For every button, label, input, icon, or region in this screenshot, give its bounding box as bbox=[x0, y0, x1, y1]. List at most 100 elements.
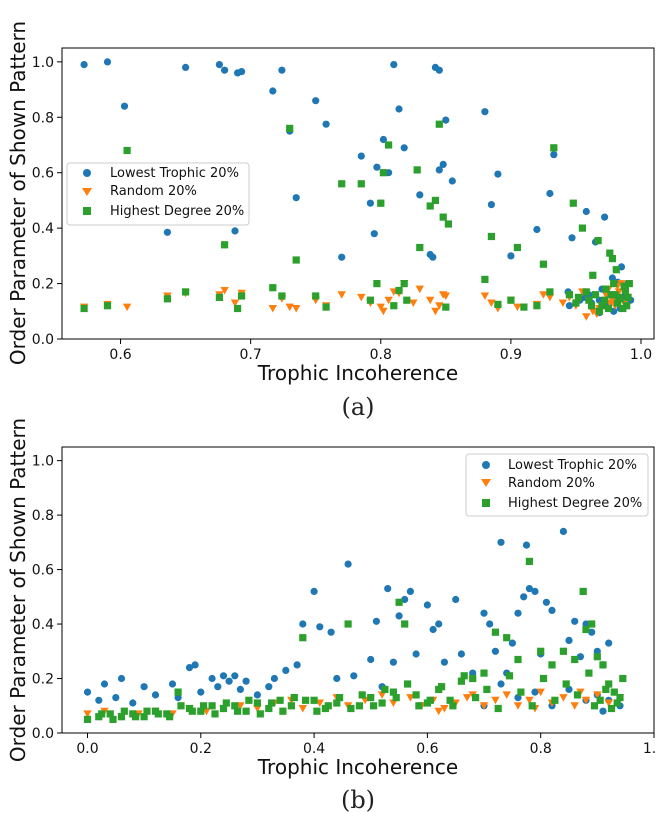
data-point-square-b bbox=[83, 715, 92, 723]
data-point-circle-b bbox=[231, 672, 239, 680]
data-point-circle-a bbox=[373, 163, 381, 171]
x-tick-label: 0.8 bbox=[370, 347, 392, 363]
y-tick-label: 0.0 bbox=[32, 726, 54, 742]
data-point-circle-a bbox=[442, 116, 450, 124]
data-point-circle-b bbox=[440, 658, 448, 666]
data-point-square-b bbox=[188, 707, 196, 715]
data-point-triangle-down-a bbox=[292, 305, 301, 313]
data-point-square-a bbox=[604, 304, 613, 313]
data-point-circle-a bbox=[120, 102, 129, 110]
data-point-circle-b bbox=[350, 672, 358, 680]
data-point-triangle-down-a bbox=[268, 305, 277, 313]
data-point-square-a bbox=[377, 199, 385, 207]
data-point-square-a bbox=[587, 302, 596, 310]
data-point-circle-a bbox=[533, 225, 541, 234]
data-point-square-b bbox=[505, 672, 514, 680]
data-point-circle-b bbox=[333, 674, 341, 683]
data-point-circle-a bbox=[487, 201, 495, 209]
data-point-square-b bbox=[613, 699, 621, 707]
data-point-circle-b bbox=[191, 661, 199, 669]
data-point-triangle-down-a bbox=[431, 307, 440, 316]
data-point-triangle-down-b bbox=[462, 694, 472, 702]
data-point-square-b bbox=[211, 710, 219, 718]
data-point-triangle-down-a bbox=[435, 302, 444, 310]
data-point-circle-b bbox=[140, 683, 148, 691]
data-point-circle-a bbox=[494, 170, 502, 178]
data-point-circle-a bbox=[370, 230, 378, 238]
data-point-triangle-down-a bbox=[614, 288, 624, 296]
data-point-triangle-down-b bbox=[570, 702, 579, 710]
data-point-circle-a bbox=[507, 252, 515, 260]
y-tick-label: 1.0 bbox=[32, 454, 54, 470]
legend-b: Lowest Trophic 20% Random 20% Highest De… bbox=[465, 453, 649, 517]
data-point-circle-b bbox=[605, 639, 613, 647]
data-point-circle-b bbox=[599, 707, 607, 715]
data-point-circle-b bbox=[168, 680, 177, 688]
y-axis-title-b: Order Parameter of Shown Pattern bbox=[6, 418, 30, 762]
data-point-square-a bbox=[620, 282, 628, 290]
data-point-square-a bbox=[221, 241, 229, 249]
data-point-square-a bbox=[520, 303, 528, 311]
data-point-square-b bbox=[610, 688, 618, 696]
y-tick-label: 0.4 bbox=[32, 221, 54, 237]
scatter-panel-b: 0.0 0.2 0.4 0.6 0.8 1.0 0.0 0.2 0.4 0.6 0.8 1.0 Low… bbox=[6, 418, 656, 813]
data-point-square-b bbox=[537, 647, 545, 655]
data-point-circle-b bbox=[435, 620, 443, 628]
data-point-square-b bbox=[355, 702, 363, 710]
data-point-circle-b bbox=[389, 658, 397, 666]
data-point-square-b bbox=[333, 699, 341, 707]
data-point-square-a bbox=[612, 266, 620, 274]
data-point-square-b bbox=[573, 691, 582, 699]
data-point-circle-a bbox=[390, 61, 398, 69]
data-point-square-b bbox=[548, 661, 556, 669]
data-point-square-a bbox=[615, 293, 623, 301]
data-point-triangle-down-a bbox=[285, 303, 294, 312]
data-point-square-b bbox=[117, 713, 126, 721]
data-point-square-b bbox=[469, 674, 477, 683]
data-point-square-a bbox=[565, 291, 573, 299]
data-point-square-b bbox=[174, 688, 182, 696]
legend-marker-lowest-a bbox=[83, 169, 91, 177]
data-point-square-a bbox=[572, 299, 580, 307]
data-point-circle-a bbox=[435, 166, 443, 174]
data-point-square-a bbox=[602, 285, 610, 293]
data-point-square-a bbox=[595, 307, 603, 315]
data-point-square-a bbox=[546, 288, 554, 296]
data-point-square-b bbox=[517, 688, 525, 696]
data-point-square-b bbox=[265, 704, 273, 713]
data-point-square-b bbox=[472, 694, 480, 702]
plot-frame-a bbox=[61, 47, 655, 340]
x-tick-label: 0.8 bbox=[530, 741, 552, 757]
data-point-square-b bbox=[231, 702, 239, 710]
data-point-square-a bbox=[585, 296, 593, 304]
data-point-triangle-down-a bbox=[409, 299, 418, 307]
data-point-circle-b bbox=[270, 674, 278, 683]
data-point-square-a bbox=[322, 303, 330, 311]
data-point-circle-b bbox=[117, 674, 126, 683]
data-point-circle-a bbox=[103, 58, 112, 66]
data-point-circle-a bbox=[182, 63, 190, 71]
data-point-square-b bbox=[607, 704, 616, 713]
y-tick-label: 1.0 bbox=[32, 55, 54, 71]
data-point-circle-a bbox=[448, 177, 456, 185]
data-point-triangle-down-a bbox=[384, 296, 393, 305]
x-tick-label: 0.2 bbox=[190, 741, 212, 757]
data-point-square-b bbox=[140, 713, 148, 721]
data-point-square-b bbox=[378, 699, 386, 707]
data-point-square-b bbox=[370, 702, 378, 710]
y-tick-label: 0.0 bbox=[32, 332, 54, 348]
data-point-square-b bbox=[491, 628, 499, 636]
data-point-circle-a bbox=[546, 189, 554, 198]
data-point-square-b bbox=[242, 707, 250, 715]
data-point-square-b bbox=[324, 702, 332, 710]
data-point-circle-a bbox=[601, 213, 609, 221]
data-point-square-b bbox=[559, 647, 567, 655]
data-point-square-a bbox=[182, 288, 190, 296]
legend-marker-highest-a bbox=[83, 207, 91, 215]
data-point-circle-a bbox=[357, 152, 365, 160]
data-point-square-b bbox=[590, 702, 599, 710]
data-point-triangle-down-a bbox=[357, 293, 366, 302]
data-point-square-b bbox=[588, 620, 596, 628]
y-tick-label: 0.4 bbox=[32, 617, 54, 633]
data-point-square-b bbox=[358, 691, 366, 699]
